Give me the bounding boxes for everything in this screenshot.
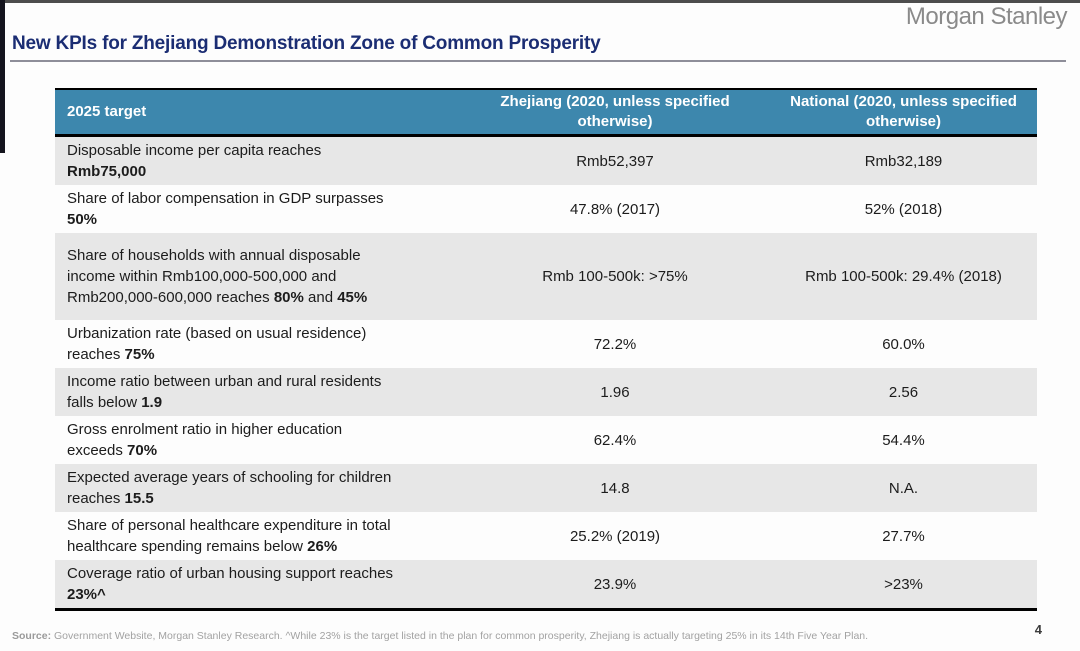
target-cell: Share of personal healthcare expenditure… bbox=[67, 517, 391, 555]
target-cell: Income ratio between urban and rural res… bbox=[55, 368, 460, 416]
kpi-table-body: Disposable income per capita reaches Rmb7… bbox=[55, 135, 1037, 610]
morgan-stanley-logo: Morgan Stanley bbox=[905, 3, 1068, 30]
national-value-cell: Rmb32,189 bbox=[770, 135, 1037, 185]
zhejiang-value-cell: Rmb52,397 bbox=[460, 135, 770, 185]
target-cell: Share of households with annual disposab… bbox=[55, 233, 460, 320]
window-top-edge-line bbox=[0, 0, 1080, 3]
national-value-cell: 60.0% bbox=[882, 335, 925, 353]
table-row: Urbanization rate (based on usual reside… bbox=[55, 320, 1037, 368]
zhejiang-value-cell: 72.2% bbox=[593, 335, 637, 353]
source-footnote: Source: Government Website, Morgan Stanl… bbox=[12, 630, 1012, 642]
header-national: National (2020, unless specified otherwi… bbox=[770, 89, 1037, 137]
source-text: Government Website, Morgan Stanley Resea… bbox=[51, 630, 869, 642]
header-2025-target: 2025 target bbox=[55, 89, 460, 137]
zhejiang-value-cell: Rmb 100-500k: >75% bbox=[460, 233, 770, 320]
target-cell: Coverage ratio of urban housing support … bbox=[55, 560, 460, 610]
zhejiang-value-cell: 1.96 bbox=[460, 368, 770, 416]
target-cell: Urbanization rate (based on usual reside… bbox=[67, 325, 367, 363]
table-row: Share of households with annual disposab… bbox=[55, 233, 1037, 320]
national-value-cell: 2.56 bbox=[770, 368, 1037, 416]
national-value-cell: N.A. bbox=[770, 464, 1037, 512]
target-cell: Share of labor compensation in GDP surpa… bbox=[67, 190, 384, 228]
table-row: Disposable income per capita reaches Rmb7… bbox=[55, 135, 1037, 185]
header-row: 2025 target Zhejiang (2020, unless speci… bbox=[55, 89, 1037, 137]
table-row: Share of labor compensation in GDP surpa… bbox=[55, 185, 1037, 233]
zhejiang-value-cell: 62.4% bbox=[593, 431, 637, 449]
national-value-cell: >23% bbox=[770, 560, 1037, 610]
national-value-cell: Rmb 100-500k: 29.4% (2018) bbox=[770, 233, 1037, 320]
page-number: 4 bbox=[1034, 622, 1042, 637]
window-left-edge-bar bbox=[0, 0, 5, 153]
kpi-table-header: 2025 target Zhejiang (2020, unless speci… bbox=[55, 89, 1037, 137]
header-zhejiang: Zhejiang (2020, unless specified otherwi… bbox=[460, 89, 770, 137]
target-cell: Disposable income per capita reaches Rmb7… bbox=[55, 135, 460, 185]
table-row: Expected average years of schooling for … bbox=[55, 464, 1037, 512]
national-value-cell: 27.7% bbox=[882, 527, 925, 545]
zhejiang-value-cell: 23.9% bbox=[460, 560, 770, 610]
zhejiang-value-cell: 14.8 bbox=[460, 464, 770, 512]
national-value-cell: 52% (2018) bbox=[864, 200, 943, 218]
kpi-table: 2025 target Zhejiang (2020, unless speci… bbox=[55, 88, 1037, 611]
zhejiang-value-cell: 25.2% (2019) bbox=[569, 527, 661, 545]
zhejiang-value-cell: 47.8% (2017) bbox=[569, 200, 661, 218]
source-label: Source: bbox=[12, 630, 52, 642]
national-value-cell: 54.4% bbox=[882, 431, 925, 449]
table-row: Share of personal healthcare expenditure… bbox=[55, 512, 1037, 560]
title-underline bbox=[10, 60, 1066, 62]
target-cell: Expected average years of schooling for … bbox=[55, 464, 460, 512]
table-row: Gross enrolment ratio in higher educatio… bbox=[55, 416, 1037, 464]
page-title: New KPIs for Zhejiang Demonstration Zone… bbox=[12, 33, 601, 54]
table-row: Coverage ratio of urban housing support … bbox=[55, 560, 1037, 610]
table-row: Income ratio between urban and rural res… bbox=[55, 368, 1037, 416]
target-cell: Gross enrolment ratio in higher educatio… bbox=[67, 421, 343, 459]
